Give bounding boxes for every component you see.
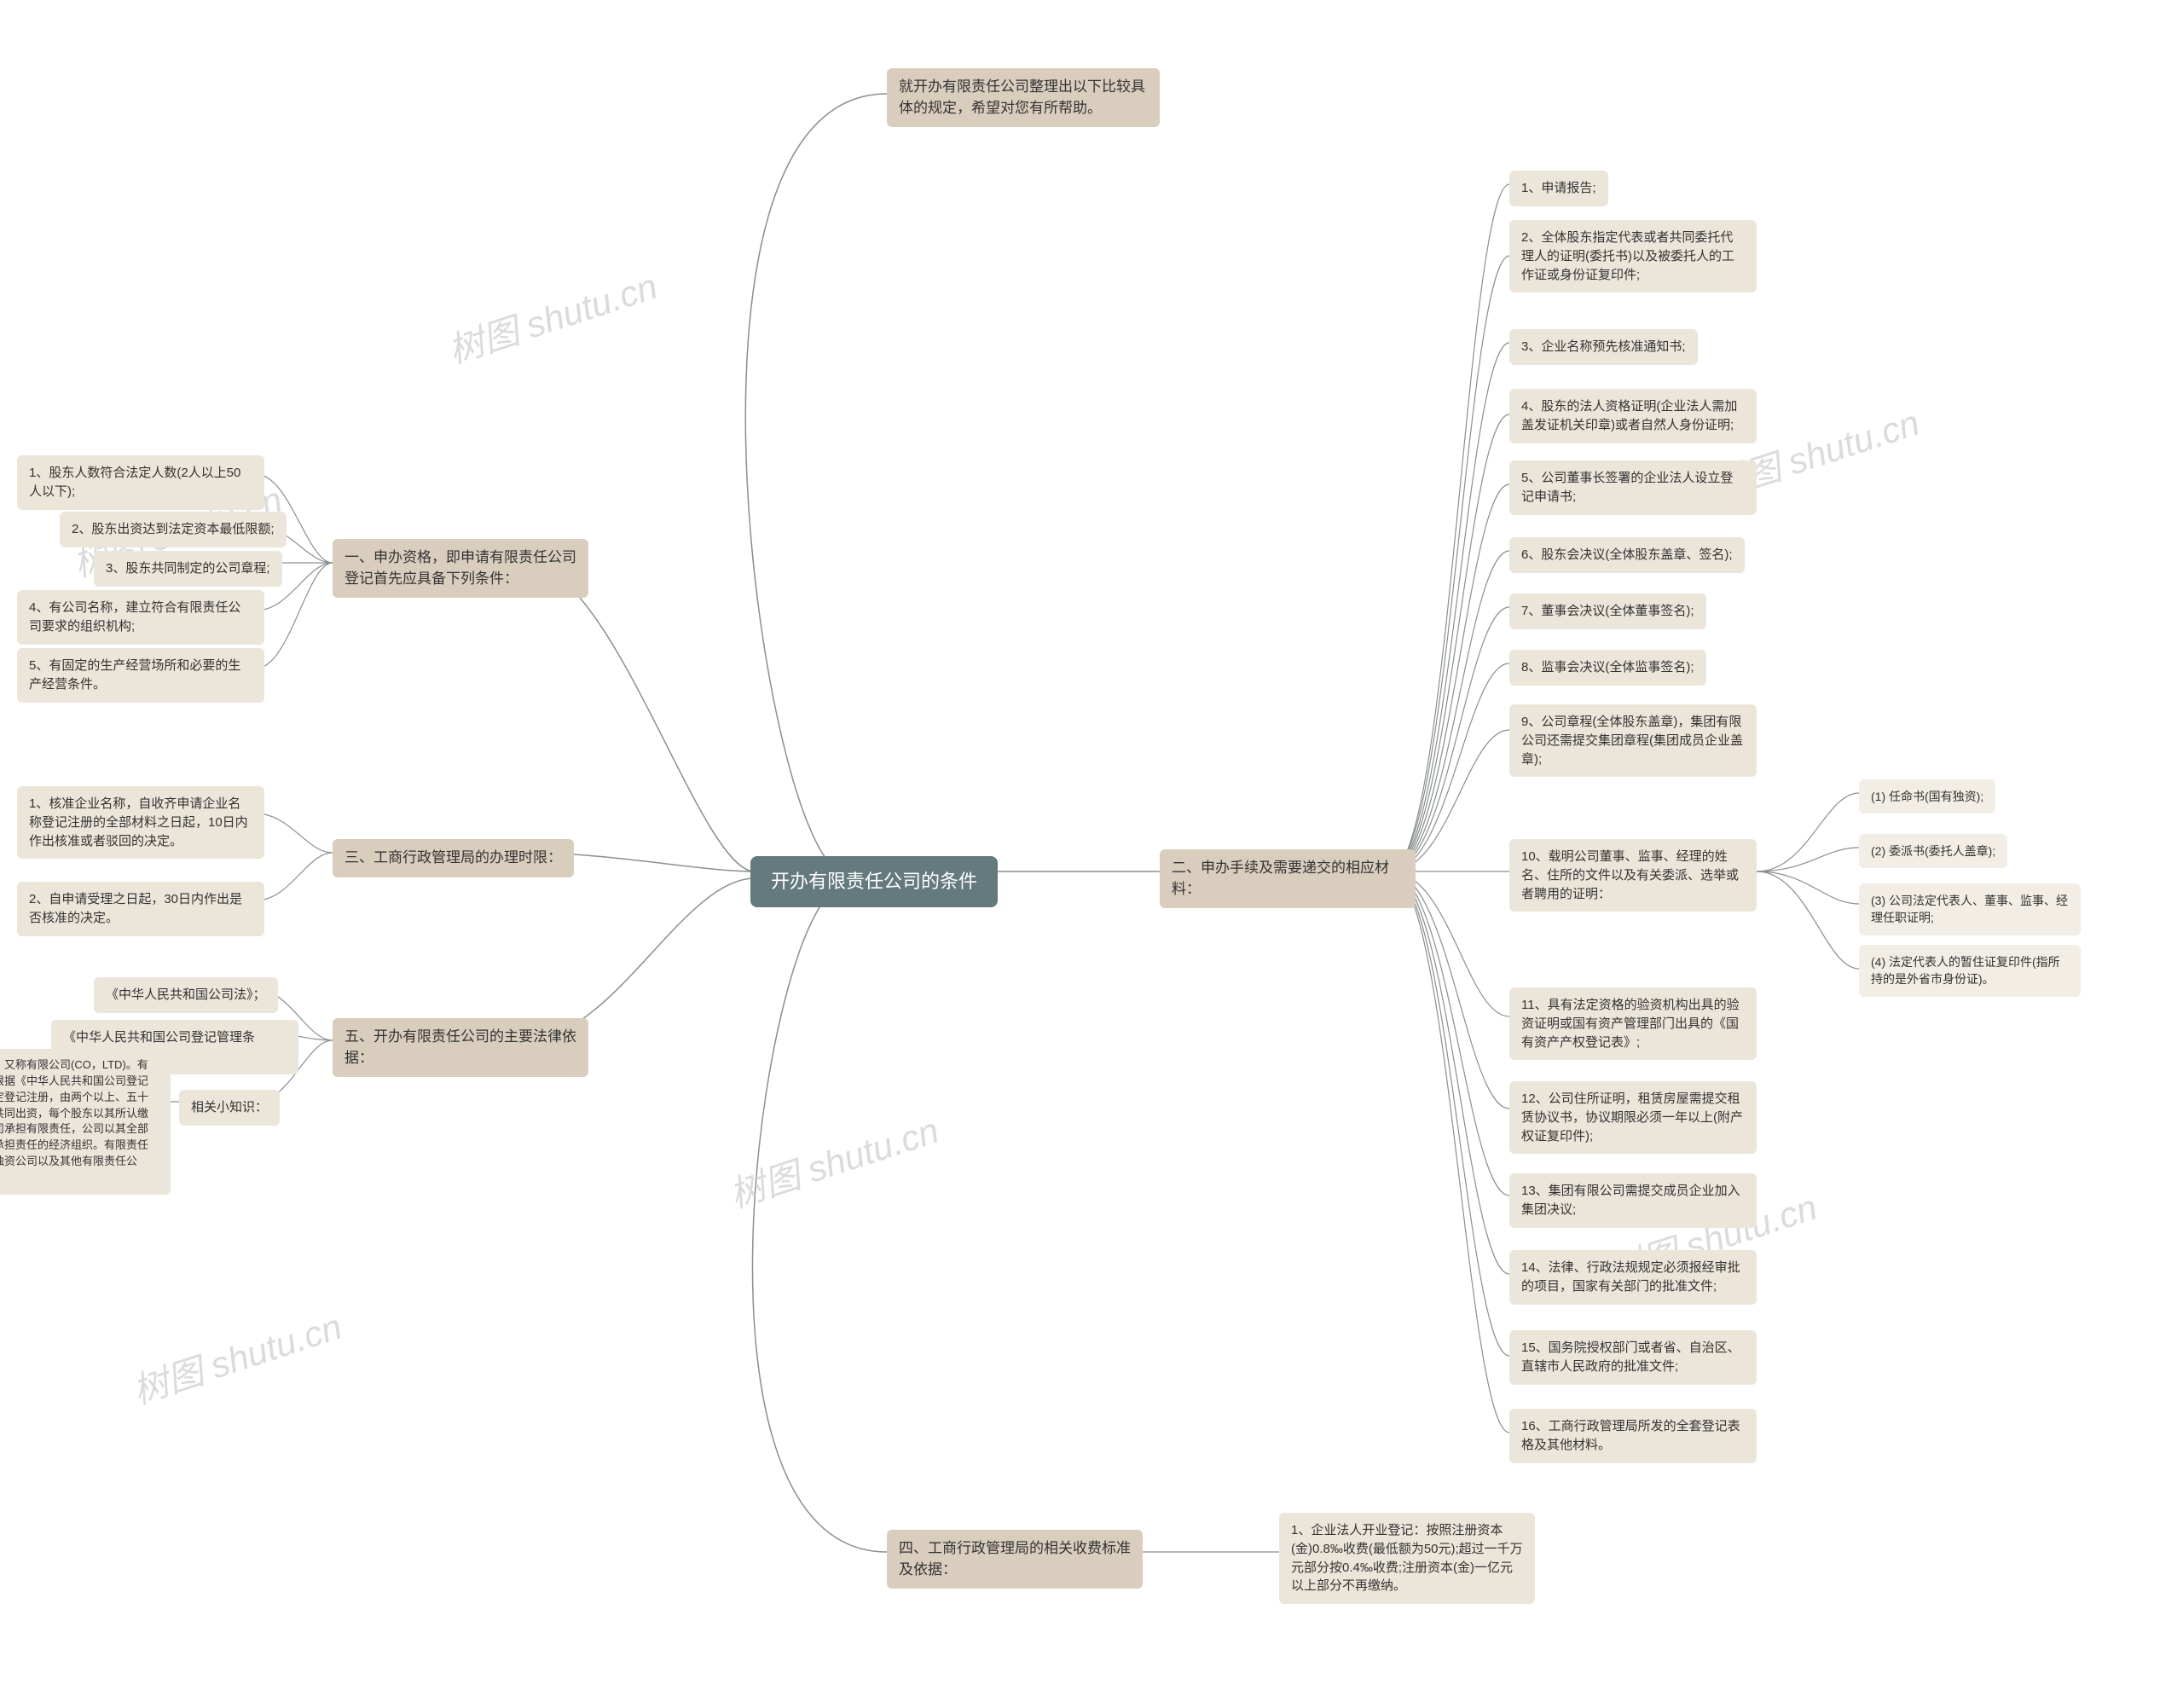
b1-leaf-3: 3、股东共同制定的公司章程; xyxy=(94,551,282,587)
b2-leaf-5: 5、公司董事长签署的企业法人设立登记申请书; xyxy=(1509,460,1757,515)
b2-leaf-10-sub-4: (4) 法定代表人的暂住证复印件(指所持的是外省市身份证)。 xyxy=(1859,945,2081,997)
b2-leaf-11: 11、具有法定资格的验资机构出具的验资证明或国有资产管理部门出具的《国有资产产权… xyxy=(1509,987,1757,1060)
b2-leaf-2: 2、全体股东指定代表或者共同委托代理人的证明(委托书)以及被委托人的工作证或身份… xyxy=(1509,220,1757,292)
b1-leaf-1: 1、股东人数符合法定人数(2人以上50人以下); xyxy=(17,455,264,510)
b1-leaf-4: 4、有公司名称，建立符合有限责任公司要求的组织机构; xyxy=(17,590,264,645)
b2-leaf-13: 13、集团有限公司需提交成员企业加入集团决议; xyxy=(1509,1173,1757,1228)
b2-leaf-1: 1、申请报告; xyxy=(1509,171,1608,206)
b2-leaf-14: 14、法律、行政法规规定必须报经审批的项目，国家有关部门的批准文件; xyxy=(1509,1250,1757,1305)
b1-leaf-2: 2、股东出资达到法定资本最低限额; xyxy=(60,512,287,547)
b2-leaf-3: 3、企业名称预先核准通知书; xyxy=(1509,329,1698,365)
watermark: 树图 shutu.cn xyxy=(441,258,663,374)
branch-3[interactable]: 三、工商行政管理局的办理时限： xyxy=(333,839,574,877)
branch-5[interactable]: 五、开办有限责任公司的主要法律依据： xyxy=(333,1018,588,1077)
b2-leaf-16: 16、工商行政管理局所发的全套登记表格及其他材料。 xyxy=(1509,1409,1757,1463)
b2-leaf-4: 4、股东的法人资格证明(企业法人需加盖发证机关印章)或者自然人身份证明; xyxy=(1509,389,1757,443)
b2-leaf-10-sub-2: (2) 委派书(委托人盖章); xyxy=(1859,834,2007,868)
b2-leaf-10-sub-3: (3) 公司法定代表人、董事、监事、经理任职证明; xyxy=(1859,883,2081,935)
b4-leaf-1: 1、企业法人开业登记：按照注册资本(金)0.8‰收费(最低额为50元);超过一千… xyxy=(1279,1513,1535,1604)
b2-leaf-15: 15、国务院授权部门或者省、自治区、直辖市人民政府的批准文件; xyxy=(1509,1330,1757,1385)
watermark: 树图 shutu.cn xyxy=(125,1298,348,1415)
connector-layer xyxy=(0,0,2183,1708)
b2-leaf-12: 12、公司住所证明，租赁房屋需提交租赁协议书，协议期限必须一年以上(附产权证复印… xyxy=(1509,1081,1757,1154)
b5-knowledge: 有限责任公司，又称有限公司(CO，LTD)。有限责任公司指根据《中华人民共和国公… xyxy=(0,1049,171,1195)
b5-leaf-1: 《中华人民共和国公司法》； xyxy=(94,977,278,1013)
root-node[interactable]: 开办有限责任公司的条件 xyxy=(750,856,998,907)
branch-intro[interactable]: 就开办有限责任公司整理出以下比较具体的规定，希望对您有所帮助。 xyxy=(887,68,1160,127)
branch-1[interactable]: 一、申办资格，即申请有限责任公司登记首先应具备下列条件： xyxy=(333,539,588,598)
b2-leaf-9: 9、公司章程(全体股东盖章)，集团有限公司还需提交集团章程(集团成员企业盖章); xyxy=(1509,704,1757,777)
b2-leaf-10: 10、载明公司董事、监事、经理的姓名、住所的文件以及有关委派、选举或者聘用的证明… xyxy=(1509,839,1757,912)
b2-leaf-6: 6、股东会决议(全体股东盖章、签名); xyxy=(1509,537,1745,573)
branch-2[interactable]: 二、申办手续及需要递交的相应材料： xyxy=(1160,849,1416,908)
b3-leaf-2: 2、自申请受理之日起，30日内作出是否核准的决定。 xyxy=(17,882,264,936)
b2-leaf-7: 7、董事会决议(全体董事签名); xyxy=(1509,593,1706,629)
b5-leaf-3: 相关小知识： xyxy=(179,1090,280,1126)
b2-leaf-8: 8、监事会决议(全体监事签名); xyxy=(1509,650,1706,686)
watermark: 树图 shutu.cn xyxy=(722,1102,945,1219)
b1-leaf-5: 5、有固定的生产经营场所和必要的生产经营条件。 xyxy=(17,648,264,703)
b3-leaf-1: 1、核准企业名称，自收齐申请企业名称登记注册的全部材料之日起，10日内作出核准或… xyxy=(17,786,264,859)
b2-leaf-10-sub-1: (1) 任命书(国有独资); xyxy=(1859,779,1995,813)
branch-4[interactable]: 四、工商行政管理局的相关收费标准及依据： xyxy=(887,1530,1143,1589)
